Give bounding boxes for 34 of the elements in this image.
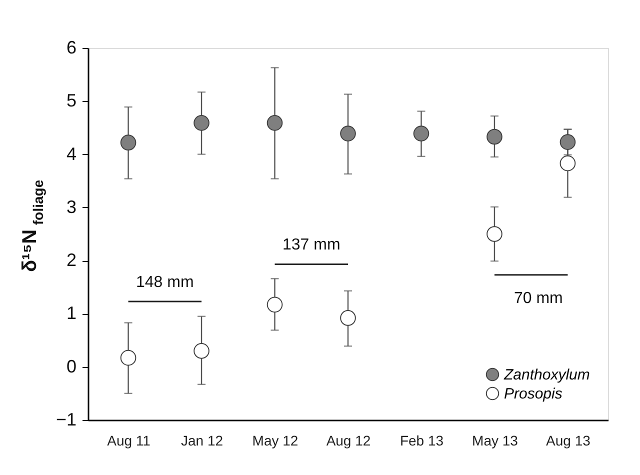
point [266, 296, 283, 313]
y-tick-label: 6 [66, 38, 76, 58]
y-tick-label: 4 [66, 144, 76, 164]
x-tick-label: Jan 12 [181, 432, 224, 448]
annotation: 148 mm [136, 274, 194, 291]
y-tick-label: −1 [56, 410, 76, 430]
annotation: 70 mm [514, 290, 563, 307]
x-tick-label: Aug 11 [107, 432, 151, 448]
point [266, 115, 283, 131]
legend-label: Prosopis [504, 386, 563, 402]
y-tick-label: 5 [66, 90, 76, 111]
x-tick-label: Aug 12 [326, 432, 371, 448]
point [413, 126, 430, 142]
y-tick-label: 1 [66, 303, 76, 324]
point [340, 310, 356, 326]
y-tick-label: 0 [66, 356, 76, 376]
point [560, 155, 576, 172]
point [120, 350, 136, 366]
point [194, 115, 210, 131]
y-axis-title: δ¹⁵Nfoliage [19, 180, 46, 272]
annotation: 137 mm [282, 236, 340, 254]
legend-label: Zanthoxylum [503, 366, 590, 384]
point [120, 134, 136, 150]
x-tick-label: Feb 13 [400, 432, 444, 448]
y-tick-label: 3 [66, 196, 76, 217]
point [340, 126, 356, 142]
x-tick-label: May 13 [472, 432, 518, 448]
y-tick-label: 2 [66, 250, 76, 270]
x-tick-label: May 12 [252, 432, 298, 448]
point [486, 128, 502, 145]
point [560, 134, 576, 150]
x-tick-label: Aug 13 [546, 432, 591, 448]
point [486, 226, 502, 242]
point [194, 343, 210, 359]
